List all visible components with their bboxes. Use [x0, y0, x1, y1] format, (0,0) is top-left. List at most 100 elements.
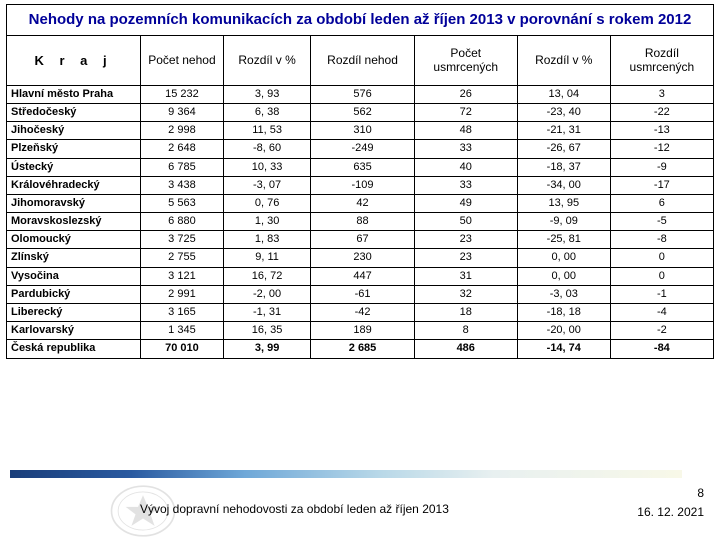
- cell-kraj: Plzeňský: [7, 140, 141, 158]
- cell-kraj: Královéhradecký: [7, 176, 141, 194]
- cell-r1: -2, 00: [223, 285, 311, 303]
- footer-caption: Vývoj dopravní nehodovosti za období led…: [140, 502, 449, 516]
- cell-ru: -2: [610, 322, 713, 340]
- cell-kraj: Středočeský: [7, 103, 141, 121]
- cell-pu: 50: [414, 213, 517, 231]
- cell-r2: 0, 00: [517, 267, 610, 285]
- accident-comparison-table: Nehody na pozemních komunikacích za obdo…: [6, 4, 714, 359]
- col-rozdil-nehod: Rozdíl nehod: [311, 36, 414, 86]
- cell-kraj: Moravskoslezský: [7, 213, 141, 231]
- cell-pu: 18: [414, 304, 517, 322]
- table-row: Karlovarský1 34516, 351898-20, 00-2: [7, 322, 714, 340]
- cell-pu: 32: [414, 285, 517, 303]
- cell-pu: 40: [414, 158, 517, 176]
- cell-r1: 16, 72: [223, 267, 311, 285]
- cell-rn: 230: [311, 249, 414, 267]
- cell-ru: 0: [610, 249, 713, 267]
- cell-rn: -249: [311, 140, 414, 158]
- cell-kraj: Zlínský: [7, 249, 141, 267]
- cell-pu: 23: [414, 249, 517, 267]
- cell-ru: -13: [610, 122, 713, 140]
- cell-rn: 576: [311, 85, 414, 103]
- col-rozdil-usmrcenych: Rozdíl usmrcených: [610, 36, 713, 86]
- cell-ru: -1: [610, 285, 713, 303]
- cell-pu: 31: [414, 267, 517, 285]
- table-row: Zlínský2 7559, 11230230, 000: [7, 249, 714, 267]
- cell-r1: 16, 35: [223, 322, 311, 340]
- cell-pn: 2 998: [141, 122, 224, 140]
- cell-kraj: Jihočeský: [7, 122, 141, 140]
- cell-pu: 26: [414, 85, 517, 103]
- table-row: Královéhradecký3 438-3, 07-10933-34, 00-…: [7, 176, 714, 194]
- table-row: Středočeský9 3646, 3856272-23, 40-22: [7, 103, 714, 121]
- cell-pn: 2 755: [141, 249, 224, 267]
- cell-rn: 310: [311, 122, 414, 140]
- cell-r2: -23, 40: [517, 103, 610, 121]
- cell-ru: -8: [610, 231, 713, 249]
- cell-ru: -17: [610, 176, 713, 194]
- cell-r1: 1, 83: [223, 231, 311, 249]
- cell-pu: 72: [414, 103, 517, 121]
- table-row: Moravskoslezský6 8801, 308850-9, 09-5: [7, 213, 714, 231]
- cell-pn: 9 364: [141, 103, 224, 121]
- footer-date: 16. 12. 2021: [637, 503, 704, 522]
- cell-ru: -9: [610, 158, 713, 176]
- cell-r2: -20, 00: [517, 322, 610, 340]
- cell-pn: 3 725: [141, 231, 224, 249]
- cell-r2: -3, 03: [517, 285, 610, 303]
- cell-kraj: Vysočina: [7, 267, 141, 285]
- cell-ru: 0: [610, 267, 713, 285]
- cell-pu: 23: [414, 231, 517, 249]
- cell-pn: 6 785: [141, 158, 224, 176]
- cell-r2: -25, 81: [517, 231, 610, 249]
- cell-pn: 3 438: [141, 176, 224, 194]
- cell-rn: 189: [311, 322, 414, 340]
- total-cell-pu: 486: [414, 340, 517, 358]
- cell-kraj: Ústecký: [7, 158, 141, 176]
- cell-pn: 2 991: [141, 285, 224, 303]
- cell-rn: 635: [311, 158, 414, 176]
- cell-kraj: Liberecký: [7, 304, 141, 322]
- cell-rn: -61: [311, 285, 414, 303]
- table-row: Hlavní město Praha15 2323, 935762613, 04…: [7, 85, 714, 103]
- cell-r1: 6, 38: [223, 103, 311, 121]
- page-number: 8: [637, 484, 704, 503]
- cell-r2: 13, 95: [517, 194, 610, 212]
- cell-kraj: Jihomoravský: [7, 194, 141, 212]
- cell-kraj: Karlovarský: [7, 322, 141, 340]
- cell-rn: 562: [311, 103, 414, 121]
- cell-rn: 88: [311, 213, 414, 231]
- cell-r1: 9, 11: [223, 249, 311, 267]
- cell-pn: 5 563: [141, 194, 224, 212]
- total-cell-rn: 2 685: [311, 340, 414, 358]
- cell-r1: -3, 07: [223, 176, 311, 194]
- cell-pu: 48: [414, 122, 517, 140]
- cell-r1: 0, 76: [223, 194, 311, 212]
- table-row: Vysočina3 12116, 72447310, 000: [7, 267, 714, 285]
- gradient-divider: [10, 470, 682, 478]
- cell-pn: 15 232: [141, 85, 224, 103]
- cell-ru: -22: [610, 103, 713, 121]
- cell-pu: 33: [414, 140, 517, 158]
- cell-r2: -9, 09: [517, 213, 610, 231]
- table-row: Olomoucký3 7251, 836723-25, 81-8: [7, 231, 714, 249]
- col-pocet-nehod: Počet nehod: [141, 36, 224, 86]
- col-pocet-usmrcenych: Počet usmrcených: [414, 36, 517, 86]
- cell-kraj: Pardubický: [7, 285, 141, 303]
- cell-r2: 13, 04: [517, 85, 610, 103]
- cell-ru: -12: [610, 140, 713, 158]
- cell-r2: 0, 00: [517, 249, 610, 267]
- cell-r2: -21, 31: [517, 122, 610, 140]
- header-row: K r a j Počet nehod Rozdíl v % Rozdíl ne…: [7, 36, 714, 86]
- table-title: Nehody na pozemních komunikacích za obdo…: [7, 5, 714, 36]
- total-cell-ru: -84: [610, 340, 713, 358]
- cell-r2: -26, 67: [517, 140, 610, 158]
- cell-pu: 33: [414, 176, 517, 194]
- cell-pn: 3 121: [141, 267, 224, 285]
- cell-kraj: Hlavní město Praha: [7, 85, 141, 103]
- col-rozdil-pct2: Rozdíl v %: [517, 36, 610, 86]
- cell-r2: -18, 37: [517, 158, 610, 176]
- table-row: Pardubický2 991-2, 00-6132-3, 03-1: [7, 285, 714, 303]
- cell-r1: -1, 31: [223, 304, 311, 322]
- cell-pu: 49: [414, 194, 517, 212]
